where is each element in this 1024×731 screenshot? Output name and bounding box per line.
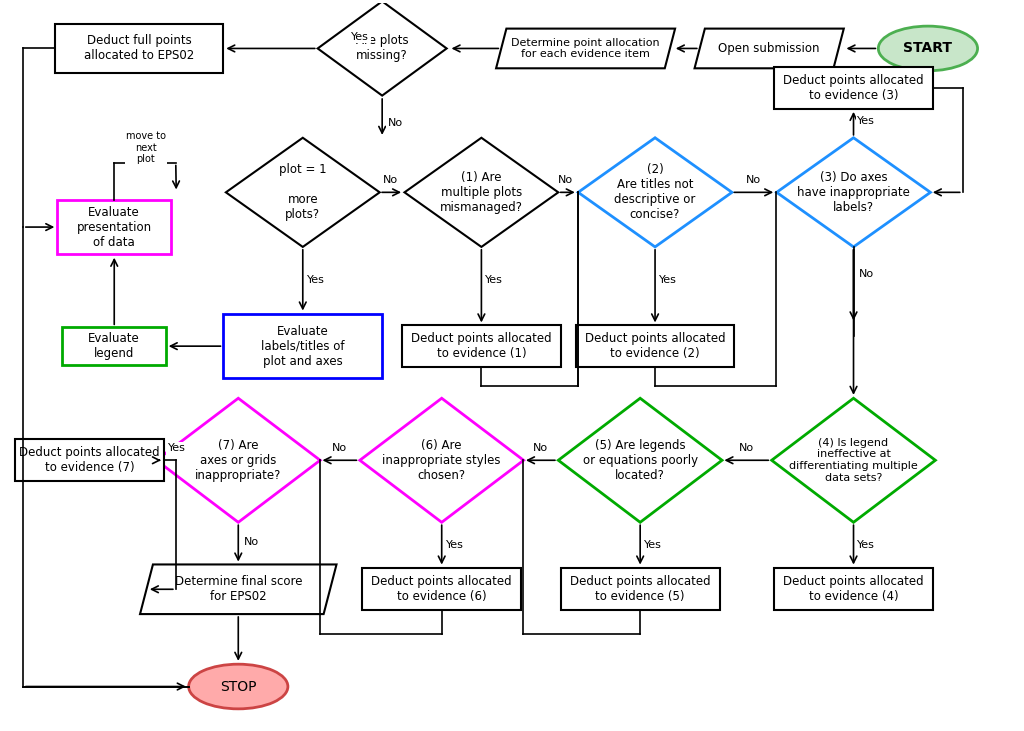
Text: Open submission: Open submission bbox=[719, 42, 820, 55]
Text: Deduct points allocated
to evidence (2): Deduct points allocated to evidence (2) bbox=[585, 332, 725, 360]
Text: Deduct points allocated
to evidence (7): Deduct points allocated to evidence (7) bbox=[19, 446, 160, 474]
Polygon shape bbox=[558, 398, 722, 522]
Text: START: START bbox=[903, 42, 952, 56]
Text: Deduct full points
allocated to EPS02: Deduct full points allocated to EPS02 bbox=[84, 34, 195, 62]
Text: No: No bbox=[859, 267, 873, 277]
Text: (3) Do axes
have inappropriate
labels?: (3) Do axes have inappropriate labels? bbox=[797, 171, 910, 214]
Bar bbox=[54, 23, 223, 73]
Text: Determine final score
for EPS02: Determine final score for EPS02 bbox=[174, 575, 302, 603]
Bar bbox=[402, 325, 561, 367]
Text: move to
next
plot: move to next plot bbox=[126, 131, 166, 164]
Text: No: No bbox=[738, 444, 754, 453]
Text: Determine point allocation
for each evidence item: Determine point allocation for each evid… bbox=[511, 38, 659, 59]
Polygon shape bbox=[579, 137, 732, 247]
Ellipse shape bbox=[879, 26, 978, 71]
Bar bbox=[774, 569, 933, 610]
Text: (7) Are
axes or grids
inappropriate?: (7) Are axes or grids inappropriate? bbox=[196, 439, 282, 482]
Text: No: No bbox=[534, 444, 549, 453]
Polygon shape bbox=[776, 137, 931, 247]
Text: Are plots
missing?: Are plots missing? bbox=[356, 34, 409, 62]
Text: No: No bbox=[387, 118, 402, 128]
Text: Yes: Yes bbox=[857, 116, 876, 126]
Polygon shape bbox=[359, 398, 523, 522]
Bar bbox=[15, 439, 164, 481]
Text: Evaluate
legend: Evaluate legend bbox=[88, 332, 140, 360]
Bar bbox=[561, 569, 720, 610]
Text: Yes: Yes bbox=[351, 31, 370, 42]
Text: Deduct points allocated
to evidence (4): Deduct points allocated to evidence (4) bbox=[783, 575, 924, 603]
Polygon shape bbox=[404, 137, 558, 247]
Text: Yes: Yes bbox=[659, 275, 677, 284]
Text: Deduct points allocated
to evidence (5): Deduct points allocated to evidence (5) bbox=[570, 575, 711, 603]
Text: Deduct points allocated
to evidence (1): Deduct points allocated to evidence (1) bbox=[411, 332, 552, 360]
Text: Yes: Yes bbox=[485, 275, 503, 284]
Text: No: No bbox=[383, 175, 397, 186]
Polygon shape bbox=[226, 137, 380, 247]
Polygon shape bbox=[694, 29, 844, 68]
Bar bbox=[57, 200, 171, 254]
Bar bbox=[575, 325, 734, 367]
Text: Yes: Yes bbox=[307, 275, 325, 284]
Text: Yes: Yes bbox=[857, 539, 876, 550]
Text: (2)
Are titles not
descriptive or
concise?: (2) Are titles not descriptive or concis… bbox=[614, 163, 695, 221]
Text: Yes: Yes bbox=[644, 539, 662, 550]
Text: (5) Are legends
or equations poorly
located?: (5) Are legends or equations poorly loca… bbox=[583, 439, 697, 482]
Text: (4) Is legend
ineffective at
differentiating multiple
data sets?: (4) Is legend ineffective at differentia… bbox=[790, 438, 918, 482]
Text: No: No bbox=[859, 269, 873, 279]
Polygon shape bbox=[157, 398, 321, 522]
Text: STOP: STOP bbox=[220, 680, 257, 694]
Bar bbox=[774, 67, 933, 109]
Text: Yes: Yes bbox=[445, 539, 464, 550]
Text: No: No bbox=[332, 444, 347, 453]
Text: Yes: Yes bbox=[168, 444, 185, 453]
Polygon shape bbox=[772, 398, 935, 522]
Text: No: No bbox=[558, 175, 573, 186]
Ellipse shape bbox=[188, 664, 288, 709]
Text: Evaluate
presentation
of data: Evaluate presentation of data bbox=[77, 205, 152, 249]
Text: (1) Are
multiple plots
mismanaged?: (1) Are multiple plots mismanaged? bbox=[440, 171, 523, 214]
Text: No: No bbox=[244, 537, 259, 547]
Bar bbox=[362, 569, 521, 610]
Text: plot = 1

more
plots?: plot = 1 more plots? bbox=[279, 163, 327, 221]
Polygon shape bbox=[140, 564, 337, 614]
Text: Deduct points allocated
to evidence (6): Deduct points allocated to evidence (6) bbox=[372, 575, 512, 603]
Text: Deduct points allocated
to evidence (3): Deduct points allocated to evidence (3) bbox=[783, 74, 924, 102]
Bar bbox=[223, 314, 382, 379]
Polygon shape bbox=[496, 29, 675, 68]
Text: Evaluate
labels/titles of
plot and axes: Evaluate labels/titles of plot and axes bbox=[261, 325, 344, 368]
Text: (6) Are
inappropriate styles
chosen?: (6) Are inappropriate styles chosen? bbox=[382, 439, 501, 482]
Polygon shape bbox=[317, 1, 446, 96]
Bar bbox=[62, 327, 166, 365]
Text: No: No bbox=[745, 175, 761, 186]
